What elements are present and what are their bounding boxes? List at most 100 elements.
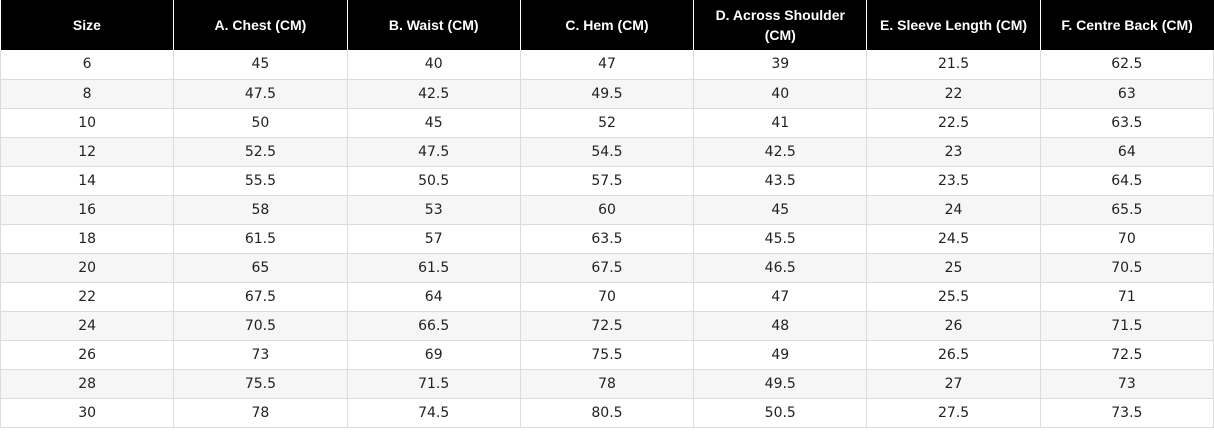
centre-back-cell: 71.5 <box>1040 311 1214 341</box>
hem-cell: 47 <box>520 50 695 80</box>
across-shoulder-cell: 48 <box>693 311 868 341</box>
table-row: 12 52.5 47.5 54.5 42.5 23 64 <box>0 137 1214 167</box>
sleeve-length-cell: 26.5 <box>866 340 1041 370</box>
size-cell: 24 <box>0 311 175 341</box>
table-row: 20 65 61.5 67.5 46.5 25 70.5 <box>0 253 1214 283</box>
centre-back-cell: 70 <box>1040 224 1214 254</box>
table-header: Size A. Chest (CM) B. Waist (CM) C. Hem … <box>0 0 1214 50</box>
table-row: 8 47.5 42.5 49.5 40 22 63 <box>0 79 1214 109</box>
across-shoulder-cell: 41 <box>693 108 868 138</box>
sleeve-length-cell: 25 <box>866 253 1041 283</box>
chest-cell: 47.5 <box>173 79 348 109</box>
size-cell: 22 <box>0 282 175 312</box>
across-shoulder-cell: 40 <box>693 79 868 109</box>
table-body: 6 45 40 47 39 21.5 62.5 8 47.5 42.5 49.5 40 22 63 10 50… <box>0 50 1214 428</box>
size-cell: 26 <box>0 340 175 370</box>
chest-cell: 58 <box>173 195 348 225</box>
chest-cell: 45 <box>173 50 348 80</box>
chest-cell: 73 <box>173 340 348 370</box>
size-cell: 20 <box>0 253 175 283</box>
size-cell: 6 <box>0 50 175 80</box>
table-row: 14 55.5 50.5 57.5 43.5 23.5 64.5 <box>0 166 1214 196</box>
size-cell: 28 <box>0 369 175 399</box>
table-row: 6 45 40 47 39 21.5 62.5 <box>0 50 1214 80</box>
sleeve-length-cell: 24.5 <box>866 224 1041 254</box>
across-shoulder-cell: 47 <box>693 282 868 312</box>
across-shoulder-cell: 46.5 <box>693 253 868 283</box>
waist-cell: 74.5 <box>347 398 521 428</box>
waist-cell: 53 <box>347 195 521 225</box>
centre-back-cell: 72.5 <box>1040 340 1214 370</box>
sleeve-length-cell: 22.5 <box>866 108 1041 138</box>
centre-back-cell: 64 <box>1040 137 1214 167</box>
hem-cell: 63.5 <box>520 224 695 254</box>
waist-cell: 45 <box>347 108 521 138</box>
size-cell: 12 <box>0 137 175 167</box>
header-sleeve-length: E. Sleeve Length (CM) <box>866 0 1041 50</box>
chest-cell: 70.5 <box>173 311 348 341</box>
waist-cell: 71.5 <box>347 369 521 399</box>
centre-back-cell: 62.5 <box>1040 50 1214 80</box>
chest-cell: 61.5 <box>173 224 348 254</box>
chest-cell: 65 <box>173 253 348 283</box>
table-row: 16 58 53 60 45 24 65.5 <box>0 195 1214 225</box>
hem-cell: 75.5 <box>520 340 695 370</box>
sleeve-length-cell: 22 <box>866 79 1041 109</box>
table-row: 22 67.5 64 70 47 25.5 71 <box>0 282 1214 312</box>
waist-cell: 66.5 <box>347 311 521 341</box>
across-shoulder-cell: 43.5 <box>693 166 868 196</box>
size-chart-table: Size A. Chest (CM) B. Waist (CM) C. Hem … <box>0 0 1214 428</box>
centre-back-cell: 71 <box>1040 282 1214 312</box>
header-size: Size <box>0 0 175 50</box>
table-row: 30 78 74.5 80.5 50.5 27.5 73.5 <box>0 398 1214 428</box>
across-shoulder-cell: 42.5 <box>693 137 868 167</box>
size-cell: 10 <box>0 108 175 138</box>
size-cell: 8 <box>0 79 175 109</box>
centre-back-cell: 73 <box>1040 369 1214 399</box>
hem-cell: 70 <box>520 282 695 312</box>
table-row: 24 70.5 66.5 72.5 48 26 71.5 <box>0 311 1214 341</box>
across-shoulder-cell: 39 <box>693 50 868 80</box>
size-cell: 16 <box>0 195 175 225</box>
hem-cell: 80.5 <box>520 398 695 428</box>
header-hem: C. Hem (CM) <box>520 0 695 50</box>
centre-back-cell: 63.5 <box>1040 108 1214 138</box>
hem-cell: 67.5 <box>520 253 695 283</box>
centre-back-cell: 73.5 <box>1040 398 1214 428</box>
sleeve-length-cell: 27 <box>866 369 1041 399</box>
header-chest: A. Chest (CM) <box>173 0 348 50</box>
chest-cell: 52.5 <box>173 137 348 167</box>
waist-cell: 64 <box>347 282 521 312</box>
sleeve-length-cell: 26 <box>866 311 1041 341</box>
waist-cell: 69 <box>347 340 521 370</box>
waist-cell: 61.5 <box>347 253 521 283</box>
hem-cell: 57.5 <box>520 166 695 196</box>
centre-back-cell: 65.5 <box>1040 195 1214 225</box>
header-centre-back: F. Centre Back (CM) <box>1040 0 1214 50</box>
chest-cell: 50 <box>173 108 348 138</box>
header-row: Size A. Chest (CM) B. Waist (CM) C. Hem … <box>0 0 1214 50</box>
waist-cell: 40 <box>347 50 521 80</box>
table-row: 10 50 45 52 41 22.5 63.5 <box>0 108 1214 138</box>
sleeve-length-cell: 24 <box>866 195 1041 225</box>
across-shoulder-cell: 45 <box>693 195 868 225</box>
sleeve-length-cell: 27.5 <box>866 398 1041 428</box>
waist-cell: 42.5 <box>347 79 521 109</box>
table-row: 28 75.5 71.5 78 49.5 27 73 <box>0 369 1214 399</box>
chest-cell: 78 <box>173 398 348 428</box>
hem-cell: 72.5 <box>520 311 695 341</box>
sleeve-length-cell: 23.5 <box>866 166 1041 196</box>
across-shoulder-cell: 45.5 <box>693 224 868 254</box>
hem-cell: 78 <box>520 369 695 399</box>
across-shoulder-cell: 49 <box>693 340 868 370</box>
table-row: 18 61.5 57 63.5 45.5 24.5 70 <box>0 224 1214 254</box>
hem-cell: 52 <box>520 108 695 138</box>
waist-cell: 47.5 <box>347 137 521 167</box>
across-shoulder-cell: 49.5 <box>693 369 868 399</box>
centre-back-cell: 64.5 <box>1040 166 1214 196</box>
centre-back-cell: 63 <box>1040 79 1214 109</box>
size-cell: 18 <box>0 224 175 254</box>
size-cell: 14 <box>0 166 175 196</box>
waist-cell: 57 <box>347 224 521 254</box>
waist-cell: 50.5 <box>347 166 521 196</box>
